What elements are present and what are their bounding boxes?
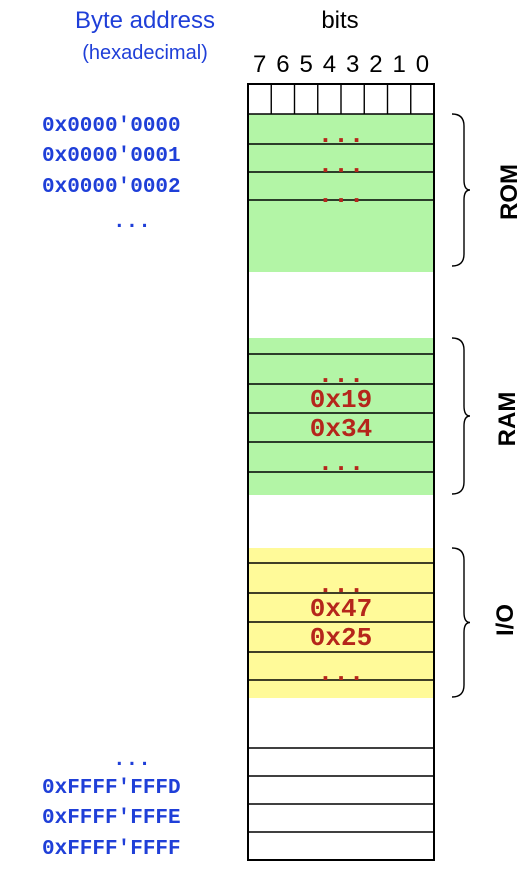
ram-cell-value: 0x34 xyxy=(309,414,373,444)
address-ellipsis: ... xyxy=(113,211,151,234)
bit-number: 2 xyxy=(369,51,383,78)
io-label: I/O xyxy=(492,604,519,637)
rom-brace xyxy=(451,113,471,267)
io-cell-value: 0x47 xyxy=(309,594,373,624)
address-label: 0x0000'0002 xyxy=(42,176,181,199)
ram-cell-value: 0x19 xyxy=(309,385,373,415)
ram-brace xyxy=(451,337,471,495)
address-label: 0xFFFF'FFFD xyxy=(42,777,181,800)
bit-number: 5 xyxy=(299,51,313,78)
bit-number: 6 xyxy=(276,51,290,78)
io-cell-value: ... xyxy=(317,570,365,600)
rom-cell-value: ... xyxy=(317,120,365,150)
address-label: 0x0000'0000 xyxy=(42,115,181,138)
io-cell-value: ... xyxy=(317,658,365,688)
bits-title: bits xyxy=(321,7,359,34)
bit-number: 7 xyxy=(252,51,267,78)
bit-number: 4 xyxy=(322,51,337,78)
io-cell-value: 0x25 xyxy=(309,623,373,653)
address-label: 0x0000'0001 xyxy=(42,145,181,168)
address-label: 0xFFFF'FFFE xyxy=(42,807,181,830)
rom-cell-value: ... xyxy=(317,150,365,180)
ram-region xyxy=(248,338,434,495)
rom-label: ROM xyxy=(496,164,523,220)
io-brace xyxy=(451,547,471,698)
ram-cell-value: ... xyxy=(317,360,365,390)
ram-label: RAM xyxy=(494,391,521,447)
io-region xyxy=(248,548,434,698)
byte-address-subtitle: (hexadecimal) xyxy=(82,42,208,64)
ram-cell-value: ... xyxy=(317,448,365,478)
rom-region xyxy=(248,114,434,272)
byte-address-title: Byte address xyxy=(74,7,216,34)
address-ellipsis: ... xyxy=(113,749,151,772)
bit-number: 0 xyxy=(415,51,430,78)
memory-border xyxy=(247,83,435,861)
bit-number: 1 xyxy=(392,51,406,78)
address-label: 0xFFFF'FFFF xyxy=(42,838,181,861)
bit-number: 3 xyxy=(345,51,360,78)
rom-cell-value: ... xyxy=(317,180,365,210)
